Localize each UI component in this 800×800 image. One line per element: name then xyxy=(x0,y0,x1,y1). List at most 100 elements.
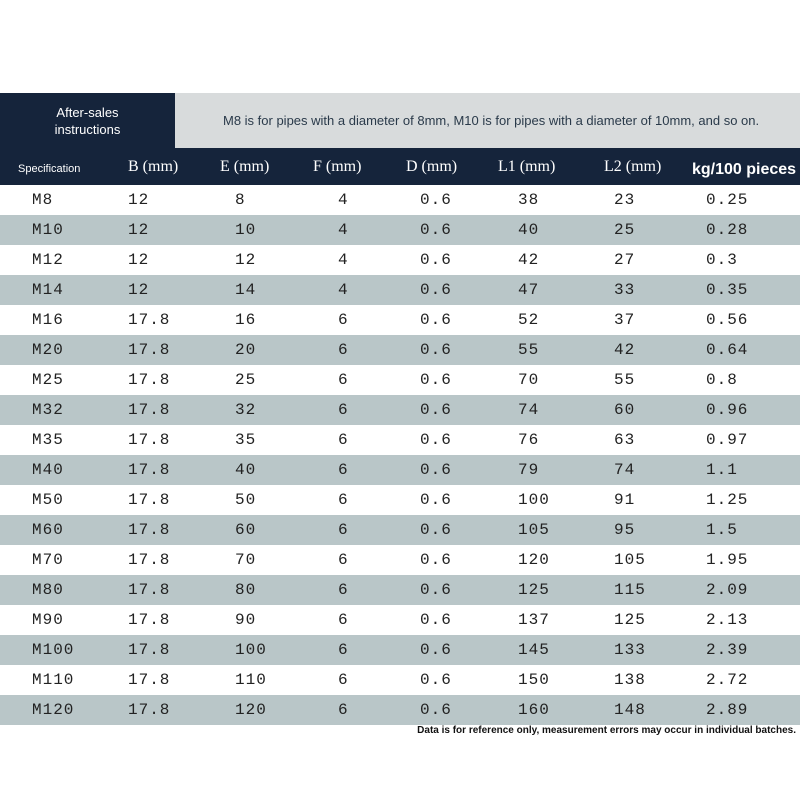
table-cell: 40 xyxy=(235,461,257,479)
table-cell: 6 xyxy=(338,431,349,449)
table-cell: 0.6 xyxy=(420,671,452,689)
table-cell: 90 xyxy=(235,611,257,629)
table-cell: 137 xyxy=(518,611,550,629)
table-cell: 8 xyxy=(235,191,246,209)
table-cell: 0.56 xyxy=(706,311,749,329)
table-cell: 0.6 xyxy=(420,431,452,449)
column-header: L2 (mm) xyxy=(604,158,662,175)
table-cell: 25 xyxy=(235,371,257,389)
table-cell: 2.89 xyxy=(706,701,749,719)
column-header: D (mm) xyxy=(406,158,458,175)
table-cell: 23 xyxy=(614,191,636,209)
table-cell: 0.6 xyxy=(420,491,452,509)
title-box: After-sales instructions xyxy=(0,93,175,148)
table-cell: 0.6 xyxy=(420,581,452,599)
table-cell: 38 xyxy=(518,191,540,209)
table-row xyxy=(0,455,800,485)
table-cell: 25 xyxy=(614,221,636,239)
table-cell: 6 xyxy=(338,611,349,629)
table-cell: 50 xyxy=(235,491,257,509)
table-cell: 6 xyxy=(338,671,349,689)
table-cell: 0.6 xyxy=(420,521,452,539)
table-row xyxy=(0,635,800,665)
table-cell: 47 xyxy=(518,281,540,299)
note: M8 is for pipes with a diameter of 8mm, … xyxy=(223,113,760,128)
table-cell: M50 xyxy=(32,491,64,509)
table-cell: M60 xyxy=(32,521,64,539)
table-cell: 60 xyxy=(614,401,636,419)
table-cell: 0.6 xyxy=(420,191,452,209)
table-cell: 110 xyxy=(235,671,267,689)
table-cell: 10 xyxy=(235,221,257,239)
table-cell: 17.8 xyxy=(128,551,171,569)
table-cell: 42 xyxy=(614,341,636,359)
table-cell: 105 xyxy=(614,551,646,569)
table-cell: 100 xyxy=(235,641,267,659)
table-row xyxy=(0,695,800,725)
note-box: M8 is for pipes with a diameter of 8mm, … xyxy=(175,93,800,148)
table-cell: 0.6 xyxy=(420,401,452,419)
table-cell: 6 xyxy=(338,371,349,389)
table-cell: 148 xyxy=(614,701,646,719)
table-cell: M8 xyxy=(32,191,54,209)
table-cell: 160 xyxy=(518,701,550,719)
table-cell: M80 xyxy=(32,581,64,599)
table-cell: 17.8 xyxy=(128,581,171,599)
table-cell: 76 xyxy=(518,431,540,449)
table-cell: 17.8 xyxy=(128,461,171,479)
table-cell: 0.6 xyxy=(420,311,452,329)
table-cell: 4 xyxy=(338,281,349,299)
table-cell: 40 xyxy=(518,221,540,239)
column-header: F (mm) xyxy=(313,158,362,175)
table-cell: 37 xyxy=(614,311,636,329)
table-cell: 145 xyxy=(518,641,550,659)
table-row xyxy=(0,335,800,365)
table-cell: 20 xyxy=(235,341,257,359)
table-cell: 63 xyxy=(614,431,636,449)
table-cell: 0.6 xyxy=(420,341,452,359)
table-cell: 0.6 xyxy=(420,641,452,659)
table-cell: M40 xyxy=(32,461,64,479)
table-cell: 12 xyxy=(128,221,150,239)
table-row xyxy=(0,185,800,215)
table-cell: M32 xyxy=(32,401,64,419)
table-cell: 74 xyxy=(518,401,540,419)
title: After-sales instructions xyxy=(54,104,121,137)
table-cell: 0.6 xyxy=(420,371,452,389)
table-cell: 33 xyxy=(614,281,636,299)
table-row xyxy=(0,665,800,695)
table-cell: 17.8 xyxy=(128,701,171,719)
table-cell: M120 xyxy=(32,701,75,719)
table-cell: 0.64 xyxy=(706,341,749,359)
table-cell: 0.6 xyxy=(420,281,452,299)
table-cell: M70 xyxy=(32,551,64,569)
column-header: L1 (mm) xyxy=(498,158,556,175)
table-cell: 6 xyxy=(338,701,349,719)
table-cell: 2.13 xyxy=(706,611,749,629)
table-cell: 70 xyxy=(235,551,257,569)
table-cell: 17.8 xyxy=(128,491,171,509)
table-cell: 2.72 xyxy=(706,671,749,689)
table-cell: 0.6 xyxy=(420,221,452,239)
header-row xyxy=(0,148,800,185)
table-cell: M16 xyxy=(32,311,64,329)
column-header: E (mm) xyxy=(220,158,270,175)
table-cell: 0.96 xyxy=(706,401,749,419)
table-cell: 95 xyxy=(614,521,636,539)
column-header: kg/100 pieces xyxy=(692,161,797,178)
table-cell: 17.8 xyxy=(128,611,171,629)
table-cell: 27 xyxy=(614,251,636,269)
table-cell: 125 xyxy=(518,581,550,599)
table-cell: 120 xyxy=(518,551,550,569)
table-cell: 79 xyxy=(518,461,540,479)
table-cell: 0.6 xyxy=(420,701,452,719)
table-row xyxy=(0,215,800,245)
table-cell: 12 xyxy=(235,251,257,269)
table-cell: 120 xyxy=(235,701,267,719)
table-cell: 35 xyxy=(235,431,257,449)
table-cell: 60 xyxy=(235,521,257,539)
table-row xyxy=(0,515,800,545)
table-cell: M12 xyxy=(32,251,64,269)
table-cell: 6 xyxy=(338,341,349,359)
table-cell: 0.3 xyxy=(706,251,738,269)
